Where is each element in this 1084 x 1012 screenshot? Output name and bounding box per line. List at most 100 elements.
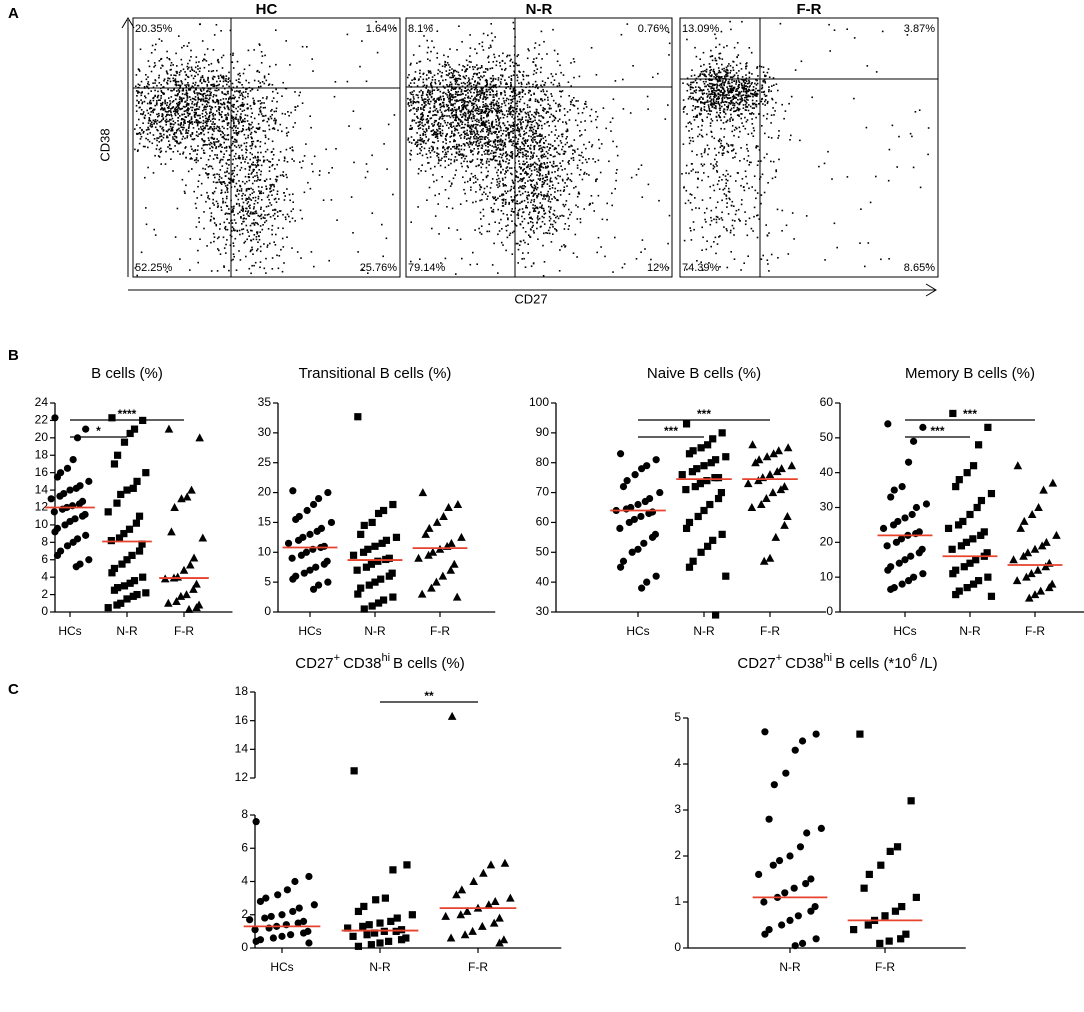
- event-dot: [141, 92, 143, 94]
- event-dot: [487, 108, 489, 110]
- event-dot: [263, 107, 265, 109]
- event-dot: [252, 193, 254, 195]
- event-dot: [527, 107, 529, 109]
- event-dot: [495, 147, 497, 149]
- event-dot: [279, 255, 281, 257]
- event-dot: [549, 220, 551, 222]
- event-dot: [521, 179, 523, 181]
- event-dot: [468, 77, 470, 79]
- event-dot: [426, 94, 428, 96]
- event-dot: [167, 77, 169, 79]
- event-dot: [208, 99, 210, 101]
- event-dot: [139, 143, 141, 145]
- event-dot: [522, 221, 524, 223]
- event-dot: [260, 208, 262, 210]
- event-dot: [216, 100, 218, 102]
- event-dot: [475, 191, 477, 193]
- event-dot: [519, 180, 521, 182]
- event-dot: [172, 170, 174, 172]
- event-dot: [578, 113, 580, 115]
- event-dot: [234, 91, 236, 93]
- event-dot: [248, 135, 250, 137]
- event-dot: [562, 133, 564, 135]
- event-dot: [474, 48, 476, 50]
- event-dot: [473, 138, 475, 140]
- event-dot: [490, 88, 492, 90]
- event-dot: [598, 139, 600, 141]
- event-dot: [190, 146, 192, 148]
- event-dot: [228, 123, 230, 125]
- event-dot: [496, 134, 498, 136]
- event-dot: [481, 89, 483, 91]
- event-dot: [263, 192, 265, 194]
- event-dot: [455, 112, 457, 114]
- event-dot: [437, 53, 439, 55]
- event-dot: [388, 124, 390, 126]
- event-dot: [183, 98, 185, 100]
- event-dot: [540, 194, 542, 196]
- event-dot: [539, 165, 541, 167]
- event-dot: [173, 134, 175, 136]
- event-dot: [542, 245, 544, 247]
- event-dot: [263, 217, 265, 219]
- event-dot: [140, 138, 142, 140]
- event-dot: [520, 99, 522, 101]
- event-dot: [533, 201, 535, 203]
- event-dot: [241, 229, 243, 231]
- event-dot: [165, 124, 167, 126]
- event-dot: [422, 108, 424, 110]
- event-dot: [527, 112, 529, 114]
- event-dot: [437, 111, 439, 113]
- event-dot: [455, 83, 457, 85]
- event-dot: [252, 177, 254, 179]
- event-dot: [592, 158, 594, 160]
- event-dot: [152, 45, 154, 47]
- event-dot: [512, 199, 514, 201]
- event-dot: [563, 244, 565, 246]
- event-dot: [227, 188, 229, 190]
- event-dot: [535, 193, 537, 195]
- event-dot: [540, 191, 542, 193]
- event-dot: [531, 124, 533, 126]
- event-dot: [218, 89, 220, 91]
- event-dot: [212, 85, 214, 87]
- event-dot: [562, 121, 564, 123]
- event-dot: [482, 42, 484, 44]
- event-dot: [565, 204, 567, 206]
- event-dot: [448, 91, 450, 93]
- event-dot: [169, 119, 171, 121]
- event-dot: [621, 34, 623, 36]
- event-dot: [454, 148, 456, 150]
- event-dot: [440, 104, 442, 106]
- event-dot: [286, 188, 288, 190]
- event-dot: [176, 90, 178, 92]
- event-dot: [496, 121, 498, 123]
- y-axis-label: CD38: [97, 128, 112, 161]
- event-dot: [538, 178, 540, 180]
- event-dot: [138, 101, 140, 103]
- event-dot: [177, 151, 179, 153]
- event-dot: [205, 95, 207, 97]
- event-dot: [214, 114, 216, 116]
- event-dot: [199, 68, 201, 70]
- event-dot: [524, 242, 526, 244]
- event-dot: [412, 103, 414, 105]
- event-dot: [156, 148, 158, 150]
- event-dot: [233, 106, 235, 108]
- event-dot: [209, 148, 211, 150]
- event-dot: [479, 106, 481, 108]
- event-dot: [244, 143, 246, 145]
- event-dot: [284, 195, 286, 197]
- event-dot: [437, 133, 439, 135]
- event-dot: [562, 136, 564, 138]
- event-dot: [190, 157, 192, 159]
- event-dot: [240, 162, 242, 164]
- event-dot: [500, 81, 502, 83]
- event-dot: [213, 49, 215, 51]
- event-dot: [179, 130, 181, 132]
- event-dot: [493, 152, 495, 154]
- event-dot: [168, 129, 170, 131]
- event-dot: [512, 132, 514, 134]
- event-dot: [157, 120, 159, 122]
- event-dot: [543, 233, 545, 235]
